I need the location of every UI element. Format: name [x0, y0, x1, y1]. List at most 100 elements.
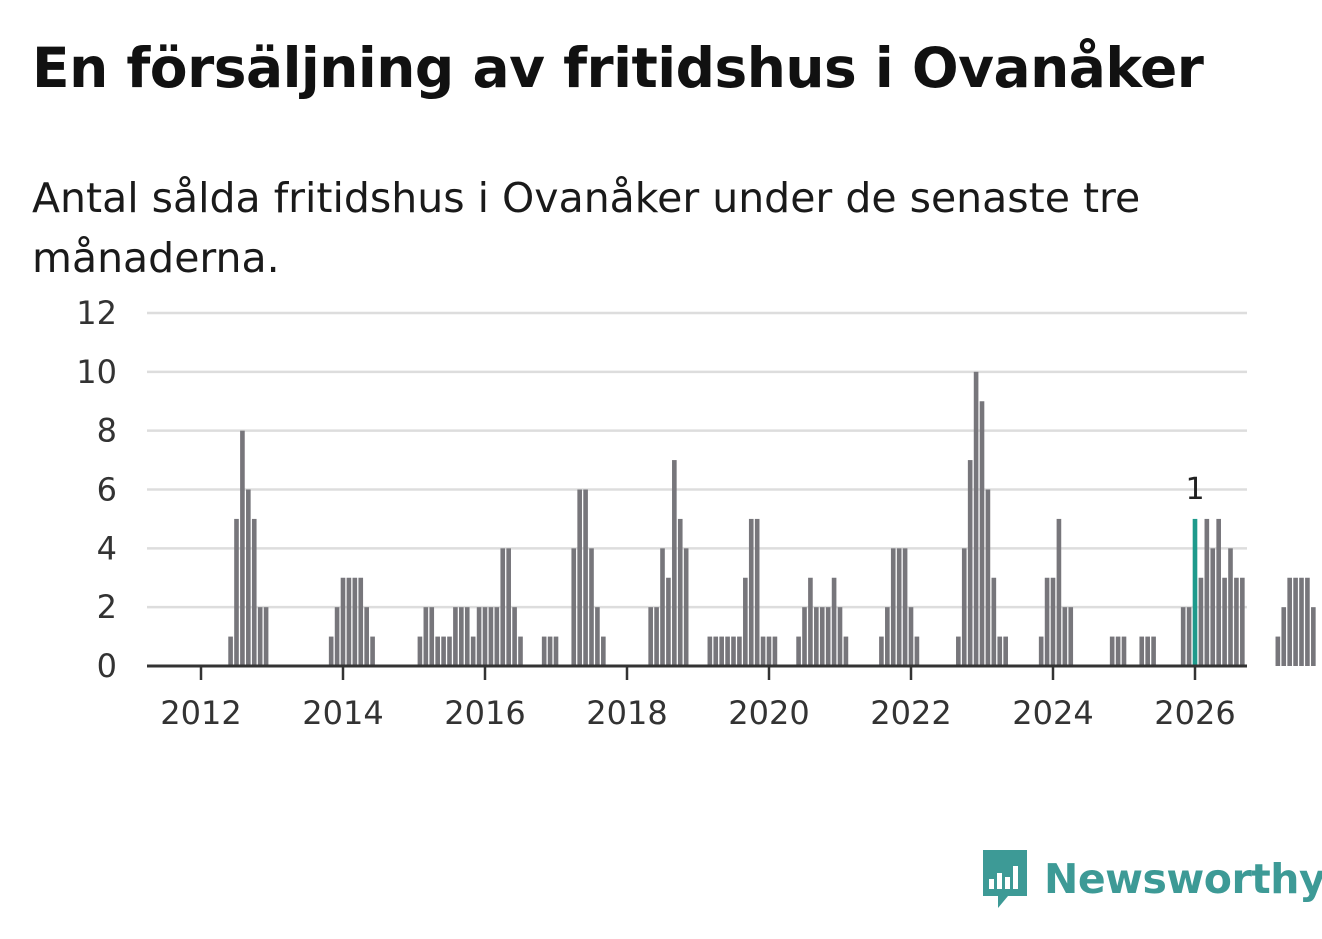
- bar: [648, 607, 653, 666]
- bar: [1228, 548, 1233, 666]
- bar: [364, 607, 369, 666]
- bar: [914, 636, 920, 666]
- y-tick-label: 4: [97, 529, 117, 567]
- x-tick-label: 2024: [1012, 694, 1093, 732]
- bar: [334, 607, 340, 666]
- bar: [831, 577, 837, 666]
- bar: [464, 607, 470, 666]
- bar: [672, 460, 677, 666]
- bar: [1287, 577, 1292, 666]
- bar: [1139, 636, 1145, 666]
- bar: [595, 607, 600, 666]
- bar: [1275, 636, 1281, 666]
- bar: [707, 636, 713, 666]
- bar: [825, 607, 831, 666]
- y-tick-label: 8: [97, 412, 117, 450]
- y-tick-label: 0: [97, 647, 117, 685]
- bar: [819, 607, 825, 666]
- bar: [731, 636, 736, 666]
- bar: [1311, 607, 1316, 666]
- bar: [1121, 636, 1127, 666]
- bar: [1038, 636, 1044, 666]
- bar: [583, 489, 588, 666]
- bar: [1115, 636, 1121, 666]
- bar: [589, 548, 594, 666]
- bar: [577, 489, 582, 666]
- x-tick-label: 2026: [1154, 694, 1235, 732]
- x-tick-label: 2014: [302, 694, 383, 732]
- bar: [417, 636, 423, 666]
- bar: [991, 577, 997, 666]
- bar: [553, 636, 559, 666]
- bar: [754, 518, 760, 666]
- newsworthy-logo[interactable]: Newsworthy: [980, 848, 1322, 910]
- brand-name: Newsworthy: [1044, 855, 1322, 903]
- bar: [500, 548, 506, 666]
- bar: [547, 636, 553, 666]
- bar: [1222, 577, 1227, 666]
- bar: [1109, 636, 1115, 666]
- bar: [997, 636, 1003, 666]
- bar: [908, 607, 914, 666]
- newsworthy-logo-icon: [983, 850, 1027, 908]
- bar: [713, 636, 719, 666]
- bar: [453, 607, 458, 666]
- bar: [961, 548, 967, 666]
- bar: [973, 371, 979, 666]
- bar: [979, 401, 985, 666]
- bar: [677, 518, 683, 666]
- y-tick-label: 10: [76, 353, 117, 391]
- bar: [506, 548, 511, 666]
- bar: [234, 518, 239, 666]
- bar: [666, 577, 671, 666]
- bar: [772, 636, 778, 666]
- bar: [512, 607, 517, 666]
- bar: [482, 607, 488, 666]
- bar: [423, 607, 429, 666]
- bar: [879, 636, 884, 666]
- bar: [240, 430, 245, 666]
- bar: [346, 577, 352, 666]
- bar: [885, 607, 890, 666]
- bar: [719, 636, 724, 666]
- bar: [441, 636, 446, 666]
- y-tick-label: 6: [97, 471, 117, 509]
- bar: [358, 577, 364, 666]
- bars: [228, 371, 1316, 666]
- bar: [654, 607, 659, 666]
- bar: [796, 636, 801, 666]
- bar: [228, 636, 233, 666]
- x-tick-label: 2022: [870, 694, 951, 732]
- bar: [246, 489, 251, 666]
- x-axis-ticks: 2012 2014 2016 2018 2020 2022 2024 2026: [160, 694, 1235, 732]
- bar: [1056, 518, 1062, 666]
- bar: [683, 548, 689, 666]
- x-tick-label: 2018: [586, 694, 667, 732]
- chart-title: En försäljning av fritidshus i Ovanåker: [32, 36, 1204, 100]
- bar: [808, 577, 813, 666]
- bar: [470, 636, 476, 666]
- bar: [1305, 577, 1310, 666]
- bar: [601, 636, 606, 666]
- bar: [837, 607, 843, 666]
- bar: [251, 518, 257, 666]
- bar: [967, 460, 973, 666]
- bar: [1186, 607, 1192, 666]
- bar: [459, 607, 464, 666]
- bar: [896, 548, 902, 666]
- bar: [352, 577, 358, 666]
- bar: [1240, 577, 1245, 666]
- bar: [263, 607, 269, 666]
- x-axis: [147, 664, 1247, 680]
- bar: [737, 636, 742, 666]
- y-tick-label: 2: [97, 588, 117, 626]
- bar: [1210, 548, 1216, 666]
- bar: [1180, 607, 1186, 666]
- bar: [1234, 577, 1239, 666]
- bar: [571, 548, 577, 666]
- bar: [890, 548, 896, 666]
- bar: [802, 607, 807, 666]
- bar: [985, 489, 991, 666]
- bar: [429, 607, 435, 666]
